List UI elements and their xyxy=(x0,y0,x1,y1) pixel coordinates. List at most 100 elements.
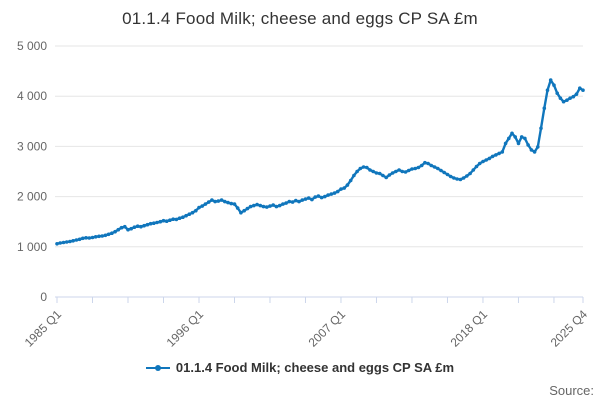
data-point-marker xyxy=(61,240,66,245)
data-point-marker xyxy=(284,201,288,205)
data-point-marker xyxy=(394,169,398,174)
data-point-marker xyxy=(155,220,159,225)
data-point-marker xyxy=(306,196,311,200)
data-point-marker xyxy=(406,168,411,173)
data-point-marker xyxy=(510,131,514,136)
series-line xyxy=(55,78,585,245)
data-point-marker xyxy=(297,199,301,204)
data-point-marker xyxy=(58,241,62,245)
data-point-marker xyxy=(429,163,434,168)
data-point-marker xyxy=(348,178,353,183)
data-point-marker xyxy=(119,225,124,230)
data-point-marker xyxy=(532,150,537,154)
data-point-marker xyxy=(319,195,324,200)
data-point-marker xyxy=(448,174,453,179)
data-point-marker xyxy=(484,158,489,162)
data-point-marker xyxy=(335,189,340,194)
legend-dot-icon xyxy=(154,364,161,371)
data-point-marker xyxy=(487,156,492,161)
legend-line-marker-icon xyxy=(145,364,170,371)
data-point-marker xyxy=(87,236,92,240)
data-point-marker xyxy=(248,204,253,209)
data-point-marker xyxy=(423,160,427,165)
x-axis-label: 1996 Q1 xyxy=(164,307,207,350)
data-point-marker xyxy=(310,197,314,202)
data-point-marker xyxy=(77,237,82,242)
data-point-marker xyxy=(135,224,140,228)
data-point-marker xyxy=(184,213,188,218)
data-point-marker xyxy=(490,154,495,159)
data-point-marker xyxy=(294,198,298,203)
data-point-marker xyxy=(552,83,556,87)
x-axis-label: 1985 Q1 xyxy=(22,307,65,350)
x-axis-label: 2018 Q1 xyxy=(448,307,491,350)
data-point-marker xyxy=(377,171,382,176)
x-axis-label: 2025 Q4 xyxy=(548,307,591,350)
data-point-marker xyxy=(387,173,392,177)
data-point-marker xyxy=(565,98,569,102)
data-point-marker xyxy=(190,210,195,215)
data-point-marker xyxy=(374,171,379,175)
data-point-marker xyxy=(123,224,127,229)
data-point-marker xyxy=(197,205,201,210)
data-point-marker xyxy=(416,165,421,170)
data-point-marker xyxy=(503,141,508,146)
data-point-marker xyxy=(277,203,282,208)
data-point-marker xyxy=(384,175,389,180)
data-point-marker xyxy=(513,135,517,139)
data-point-marker xyxy=(261,204,266,209)
data-point-marker xyxy=(436,166,440,171)
data-point-marker xyxy=(523,136,527,141)
data-point-marker xyxy=(526,143,530,147)
data-point-marker xyxy=(507,136,511,141)
data-point-marker xyxy=(545,88,550,92)
data-point-marker xyxy=(342,186,347,190)
data-point-marker xyxy=(568,96,572,100)
data-point-marker xyxy=(206,200,211,204)
data-point-marker xyxy=(287,199,292,204)
data-point-marker xyxy=(358,166,363,171)
data-point-marker xyxy=(361,165,366,169)
data-point-marker xyxy=(542,106,547,110)
data-point-marker xyxy=(168,218,172,222)
legend-item[interactable]: 01.1.4 Food Milk; cheese and eggs CP SA … xyxy=(0,360,600,375)
data-point-marker xyxy=(323,194,327,199)
data-point-marker xyxy=(148,221,153,226)
data-point-marker xyxy=(329,192,334,196)
data-point-marker xyxy=(223,199,227,204)
data-point-marker xyxy=(313,195,318,199)
y-axis-label: 2 000 xyxy=(17,190,47,204)
data-point-marker xyxy=(265,205,269,209)
data-point-marker xyxy=(152,221,156,225)
legend-label: 01.1.4 Food Milk; cheese and eggs CP SA … xyxy=(175,360,455,375)
data-point-marker xyxy=(84,236,88,240)
data-point-marker xyxy=(203,202,208,206)
data-point-marker xyxy=(174,217,179,222)
data-point-marker xyxy=(300,198,305,202)
data-point-marker xyxy=(116,227,121,232)
data-point-marker xyxy=(458,177,463,182)
data-point-marker xyxy=(64,240,69,244)
data-point-marker xyxy=(419,163,424,168)
data-point-marker xyxy=(442,170,447,175)
data-point-marker xyxy=(332,191,337,195)
data-point-marker xyxy=(461,176,466,180)
data-point-marker xyxy=(187,212,192,216)
y-axis-label: 0 xyxy=(40,290,47,304)
data-point-marker xyxy=(445,172,450,177)
data-point-marker xyxy=(161,218,166,223)
data-point-marker xyxy=(110,231,114,235)
data-point-marker xyxy=(71,239,75,243)
data-point-marker xyxy=(345,183,350,187)
data-point-marker xyxy=(216,199,221,203)
data-point-marker xyxy=(145,222,150,227)
data-point-marker xyxy=(242,208,246,213)
data-point-marker xyxy=(103,233,108,238)
data-point-marker xyxy=(555,91,559,95)
data-point-marker xyxy=(171,217,175,221)
data-point-marker xyxy=(258,203,263,208)
data-point-marker xyxy=(97,234,101,239)
data-point-marker xyxy=(213,199,217,204)
data-point-marker xyxy=(400,169,405,174)
